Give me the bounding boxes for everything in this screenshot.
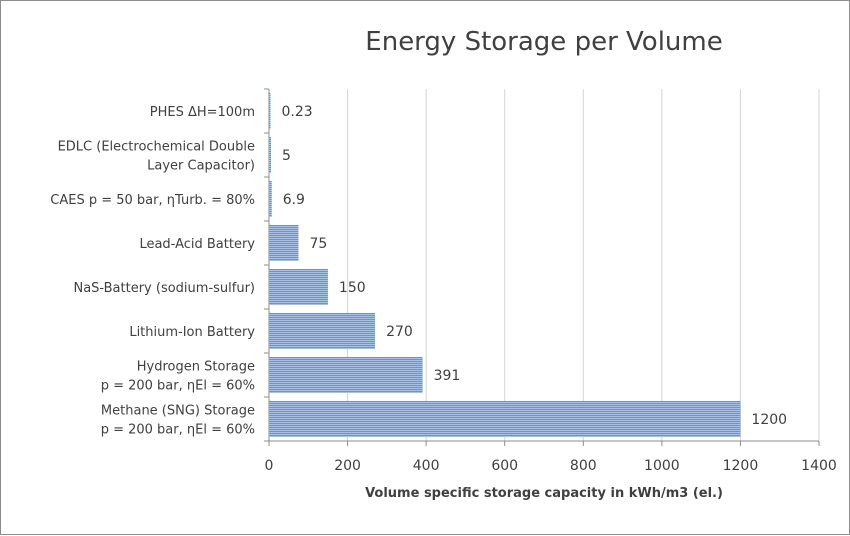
bar (269, 180, 272, 218)
category-label: p = 200 bar, ηEl = 60% (101, 379, 255, 394)
x-tick-label: 400 (413, 458, 440, 474)
bar (269, 400, 741, 438)
bar (269, 136, 271, 174)
data-label: 75 (309, 236, 327, 252)
category-label: Hydrogen Storage (137, 360, 255, 375)
x-tick-label: 600 (491, 458, 518, 474)
data-label: 6.9 (283, 192, 305, 208)
data-label: 270 (386, 324, 413, 340)
data-label: 391 (434, 368, 461, 384)
x-tick-label: 0 (265, 458, 274, 474)
bar (269, 92, 271, 130)
data-label: 150 (339, 280, 366, 296)
bar (269, 356, 423, 394)
category-label: Methane (SNG) Storage (101, 404, 255, 419)
x-tick-label: 1000 (644, 458, 680, 474)
data-label: 1200 (751, 412, 787, 428)
bar (269, 224, 299, 262)
x-axis-title: Volume specific storage capacity in kWh/… (365, 486, 723, 501)
x-tick-label: 1200 (723, 458, 759, 474)
category-label: Lithium-Ion Battery (129, 325, 255, 340)
bar (269, 312, 376, 350)
bar (269, 268, 328, 306)
x-tick-label: 800 (570, 458, 597, 474)
category-label: p = 200 bar, ηEl = 60% (101, 423, 255, 438)
chart-title: Energy Storage per Volume (365, 27, 723, 57)
category-label: Layer Capacitor) (147, 159, 255, 174)
category-label: NaS-Battery (sodium-sulfur) (73, 281, 255, 296)
category-label: Lead-Acid Battery (139, 237, 255, 252)
category-label: PHES ΔH=100m (150, 105, 255, 120)
category-label: CAES p = 50 bar, ηTurb. = 80% (50, 193, 255, 208)
x-tick-label: 200 (334, 458, 361, 474)
category-label: EDLC (Electrochemical Double (58, 140, 255, 155)
data-label: 5 (282, 148, 291, 164)
x-tick-label: 1400 (801, 458, 837, 474)
data-label: 0.23 (282, 104, 313, 120)
